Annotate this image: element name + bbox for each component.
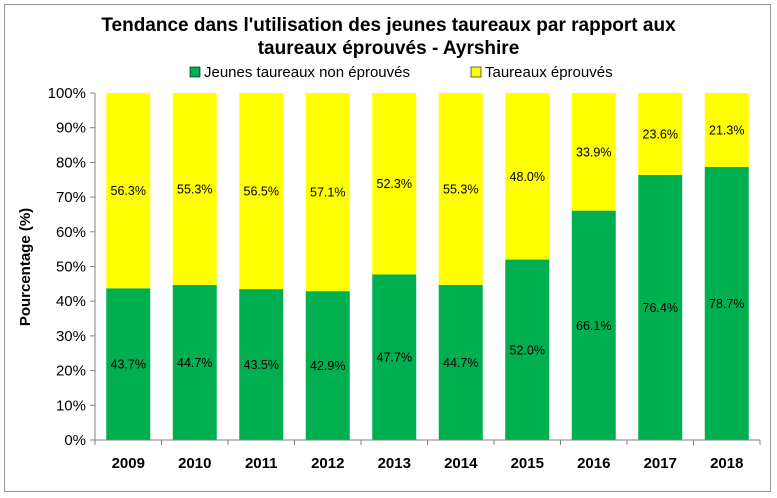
bar-segment [172,284,217,440]
data-label: 33.9% [576,145,611,159]
y-tick-label: 60% [56,224,86,241]
y-tick-label: 50% [56,259,86,276]
y-tick-label: 90% [56,120,86,137]
y-tick-label: 80% [56,154,86,171]
x-tick-label: 2012 [311,455,344,472]
data-label: 47.7% [377,351,412,365]
data-label: 43.7% [111,358,146,372]
y-tick-label: 30% [56,328,86,345]
data-label: 21.3% [709,123,744,137]
data-label: 42.9% [310,359,345,373]
data-label: 43.5% [244,358,279,372]
bar-segment [106,288,151,440]
data-label: 23.6% [643,127,678,141]
bar-segment [239,93,284,290]
data-label: 52.0% [510,343,545,357]
bar-segment [172,93,217,285]
y-tick-label: 100% [48,85,86,102]
data-label: 48.0% [510,170,545,184]
data-label: 44.7% [443,356,478,370]
y-tick-label: 0% [64,432,86,449]
chart-title-line-1: Tendance dans l'utilisation des jeunes t… [101,15,676,36]
legend: Jeunes taureaux non éprouvés Taureaux ép… [189,64,613,81]
y-tick-label: 40% [56,293,86,310]
data-label: 55.3% [443,182,478,196]
bar-segment [505,93,550,260]
legend-label-young-bulls: Jeunes taureaux non éprouvés [204,64,410,81]
x-tick-label: 2014 [444,455,478,472]
data-label: 56.5% [244,185,279,199]
data-label: 52.3% [377,177,412,191]
data-label: 66.1% [576,319,611,333]
bar-segment [571,210,616,440]
bar-segment [505,259,550,440]
y-axis-label: Pourcentage (%) [17,208,34,326]
y-tick-label: 70% [56,189,86,206]
x-tick-label: 2011 [245,455,278,472]
plot-area: 0% 10% 20% 30% 40% 50% 60% 70% 80% 90% 100% 43.7% 56… [48,85,761,472]
bar-segment [106,93,151,289]
data-label: 44.7% [177,356,212,370]
x-tick-label: 2010 [178,455,211,472]
x-tick-label: 2018 [710,455,743,472]
y-tick-label: 10% [56,397,86,414]
data-label: 57.1% [310,186,345,200]
bar-segment [305,93,350,292]
data-label: 78.7% [709,297,744,311]
bar-segment [704,93,749,167]
x-tick-label: 2015 [511,455,544,472]
x-tick-label: 2016 [577,455,610,472]
x-tick-label: 2009 [112,455,145,472]
y-tick-label: 20% [56,363,86,380]
data-label: 56.3% [111,184,146,198]
bar-segment [638,174,683,440]
bar-segment [305,291,350,440]
data-label: 55.3% [177,182,212,196]
x-tick-label: 2013 [378,455,411,472]
x-tick-label: 2017 [644,455,677,472]
bar-segment [571,93,616,211]
bar-segment [438,93,483,285]
chart-title-line-2: taureaux éprouvés - Ayrshire [257,38,520,59]
bar-segment [239,289,284,440]
legend-swatch-young-bulls [189,66,201,78]
legend-swatch-proven-bulls [470,66,482,78]
legend-label-proven-bulls: Taureaux éprouvés [485,64,613,81]
bar-segment [438,284,483,440]
bar-segment [704,166,749,440]
data-label: 76.4% [643,301,678,315]
bar-segment [372,274,417,440]
bar-segment [372,93,417,275]
bar-segment [638,93,683,175]
